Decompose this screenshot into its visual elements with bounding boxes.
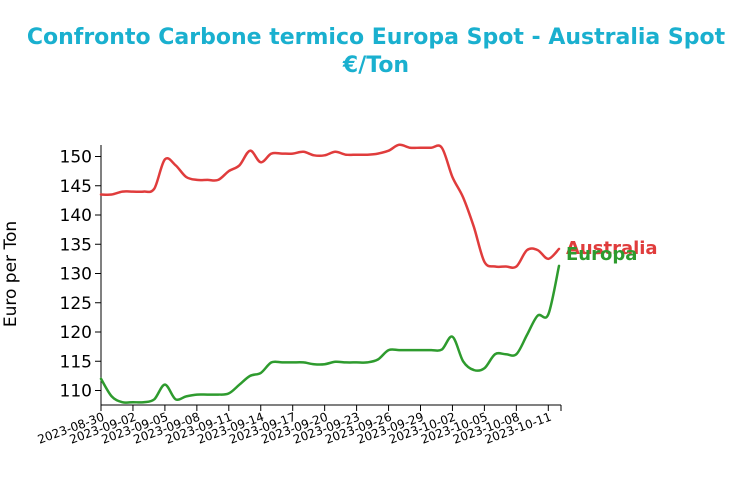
y-tick-label: 150 <box>60 148 92 168</box>
y-tick-label: 135 <box>60 235 92 255</box>
series-line-australia <box>99 143 561 269</box>
axes <box>100 145 561 406</box>
series-label-australia: Australia <box>566 238 658 259</box>
chart-title-line-1: Confronto Carbone termico Europa Spot - … <box>26 25 726 50</box>
y-tick-label: 145 <box>60 177 92 197</box>
series-line-europa <box>99 264 561 404</box>
y-tick-label: 140 <box>60 206 92 226</box>
y-axis-label: Euro per Ton <box>1 221 21 327</box>
y-tick-label: 115 <box>60 352 92 372</box>
chart-title: Confronto Carbone termico Europa Spot - … <box>0 24 752 80</box>
series-lines <box>99 143 561 404</box>
series-label-europa: Europa <box>566 244 637 265</box>
y-tick-label: 130 <box>60 265 92 285</box>
x-axis-ticks: 2023-08-302023-09-022023-09-052023-09-08… <box>36 405 562 447</box>
y-tick-label: 125 <box>60 294 92 314</box>
y-axis-ticks: 110 115 120 125 130 135 140 145 150 <box>60 148 101 402</box>
chart-title-line-2: €/Ton <box>342 53 410 78</box>
y-tick-label: 110 <box>60 382 92 402</box>
y-tick-label: 120 <box>60 323 92 343</box>
